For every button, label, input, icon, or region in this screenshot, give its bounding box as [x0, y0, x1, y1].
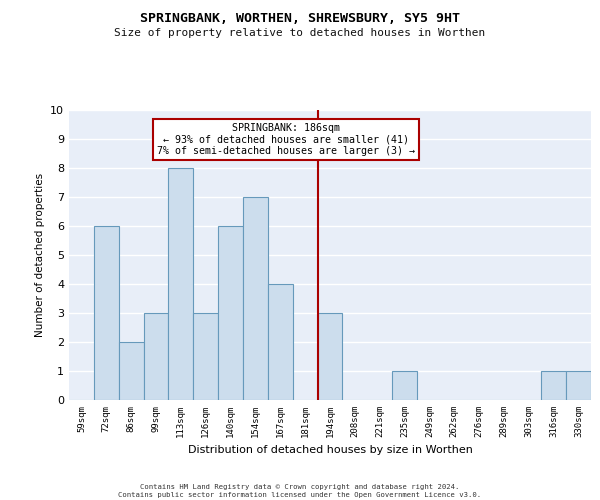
Text: SPRINGBANK, WORTHEN, SHREWSBURY, SY5 9HT: SPRINGBANK, WORTHEN, SHREWSBURY, SY5 9HT [140, 12, 460, 26]
Bar [143, 313, 169, 400]
Bar [317, 313, 343, 400]
X-axis label: Distribution of detached houses by size in Worthen: Distribution of detached houses by size … [188, 446, 472, 456]
Bar [541, 371, 566, 400]
Bar [392, 371, 417, 400]
Bar [268, 284, 293, 400]
Text: Contains HM Land Registry data © Crown copyright and database right 2024.
Contai: Contains HM Land Registry data © Crown c… [118, 484, 482, 498]
Text: Size of property relative to detached houses in Worthen: Size of property relative to detached ho… [115, 28, 485, 38]
Y-axis label: Number of detached properties: Number of detached properties [35, 173, 44, 337]
Bar [193, 313, 218, 400]
Bar [169, 168, 193, 400]
Bar [566, 371, 591, 400]
Bar [218, 226, 243, 400]
Bar [94, 226, 119, 400]
Bar [243, 197, 268, 400]
Bar [119, 342, 143, 400]
Text: SPRINGBANK: 186sqm
← 93% of detached houses are smaller (41)
7% of semi-detached: SPRINGBANK: 186sqm ← 93% of detached hou… [157, 123, 415, 156]
